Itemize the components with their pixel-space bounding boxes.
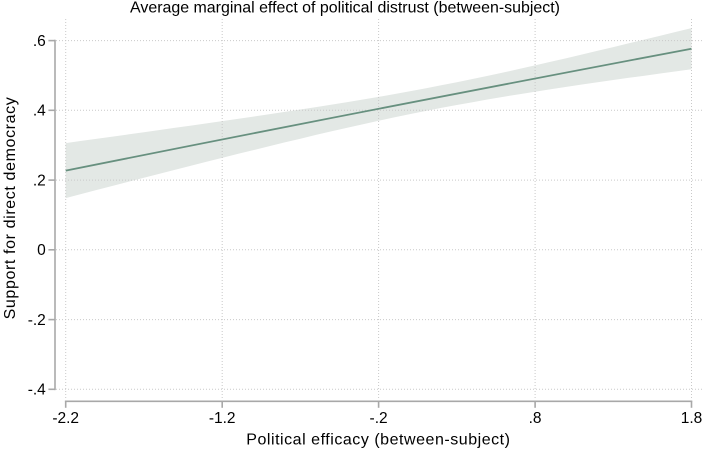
svg-text:Support for direct democracy: Support for direct democracy (2, 97, 19, 320)
svg-text:-1.2: -1.2 (209, 410, 236, 427)
svg-text:0: 0 (37, 242, 46, 259)
svg-text:-2.2: -2.2 (52, 410, 79, 427)
svg-text:.8: .8 (529, 410, 542, 427)
svg-text:.2: .2 (33, 172, 46, 189)
svg-text:Average marginal effect of pol: Average marginal effect of political dis… (130, 0, 560, 17)
svg-text:.6: .6 (33, 33, 46, 50)
svg-text:.4: .4 (33, 103, 46, 120)
svg-text:1.8: 1.8 (681, 410, 703, 427)
svg-text:-.2: -.2 (28, 312, 46, 329)
svg-text:Political efficacy (between-su: Political efficacy (between-subject) (246, 432, 510, 449)
svg-text:-.2: -.2 (370, 410, 388, 427)
svg-text:-.4: -.4 (28, 382, 46, 399)
